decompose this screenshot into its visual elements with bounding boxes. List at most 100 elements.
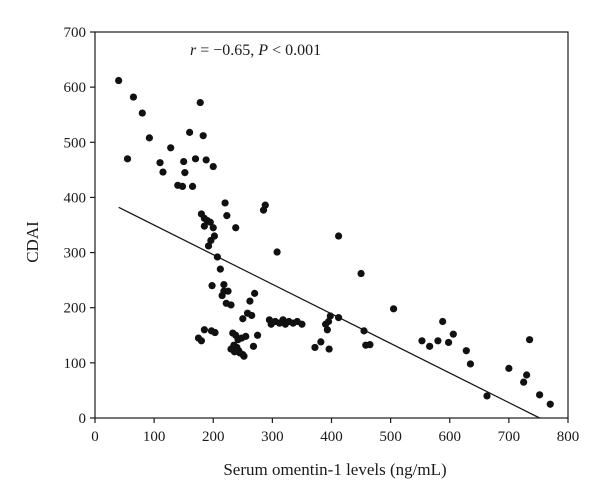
annotation-p: P [257, 42, 268, 59]
data-point [123, 155, 132, 163]
data-point [360, 327, 368, 335]
data-point [208, 282, 216, 290]
x-tick-label: 100 [143, 429, 166, 445]
y-tick-label: 600 [64, 80, 87, 96]
data-point [197, 337, 206, 345]
data-point [298, 320, 306, 328]
data-point [200, 326, 208, 334]
y-tick-label: 400 [64, 190, 87, 206]
y-tick-label: 0 [79, 411, 87, 427]
data-point [204, 242, 213, 250]
data-point [221, 199, 229, 207]
data-point [206, 218, 214, 226]
data-point [213, 253, 221, 261]
data-point [191, 155, 200, 163]
data-point [159, 168, 167, 176]
data-point [209, 224, 217, 232]
data-point [520, 378, 528, 386]
data-point [220, 280, 228, 289]
data-point [483, 392, 491, 400]
data-point [317, 338, 325, 346]
data-point [242, 332, 250, 340]
data-point [523, 371, 531, 379]
y-tick-label: 300 [64, 246, 87, 262]
data-point [418, 337, 426, 345]
data-point [389, 305, 398, 313]
data-point [227, 301, 235, 309]
data-point [334, 232, 343, 240]
x-tick-label: 300 [261, 429, 284, 445]
data-point [224, 287, 232, 295]
data-point [357, 269, 365, 278]
data-point [525, 336, 534, 344]
x-axis: 0 100 200 300 400 500 600 700 800 [91, 418, 579, 445]
data-point [311, 343, 319, 352]
plot-frame [94, 31, 569, 419]
data-point [129, 93, 138, 101]
y-tick-label: 500 [64, 135, 87, 151]
data-point [156, 159, 164, 167]
data-point [180, 157, 188, 166]
data-point [200, 222, 208, 230]
x-tick-label: 800 [557, 429, 580, 445]
data-point [259, 206, 268, 214]
data-point [227, 345, 235, 353]
data-point [324, 317, 333, 326]
data-point [181, 169, 189, 177]
x-axis-title: Serum omentin-1 levels (ng/mL) [223, 460, 446, 479]
data-point [546, 400, 554, 408]
data-point [334, 314, 343, 322]
annotation-p-value: < 0.001 [268, 42, 321, 59]
data-point [232, 224, 240, 232]
data-point [240, 352, 248, 360]
data-point [466, 360, 475, 368]
data-point [223, 212, 231, 220]
x-tick-label: 400 [320, 429, 343, 445]
data-point [211, 328, 219, 337]
data-point [434, 337, 442, 345]
data-point [439, 317, 447, 326]
x-tick-label: 0 [91, 429, 99, 445]
data-point [536, 391, 544, 399]
data-point [366, 341, 374, 349]
y-tick-label: 700 [64, 25, 87, 41]
data-point [202, 156, 210, 164]
x-tick-label: 500 [379, 429, 402, 445]
data-point [138, 109, 146, 117]
data-point [273, 248, 281, 256]
data-point [239, 315, 247, 323]
data-point [248, 311, 256, 320]
data-point [145, 134, 153, 142]
data-point [426, 342, 434, 350]
x-tick-label: 200 [202, 429, 225, 445]
data-point [196, 98, 204, 107]
y-tick-label: 200 [64, 301, 87, 317]
data-point [323, 326, 331, 334]
data-point [505, 364, 513, 372]
y-axis: 0 100 200 300 400 500 600 700 [64, 25, 95, 427]
data-point [325, 345, 333, 353]
data-point [209, 162, 217, 171]
y-axis-title: CDAI [23, 221, 42, 263]
x-tick-label: 600 [439, 429, 462, 445]
annotation-r-value: = −0.65, [196, 42, 258, 59]
data-point [462, 347, 470, 355]
data-point [186, 128, 194, 136]
data-point [253, 331, 262, 339]
data-point [326, 312, 334, 320]
data-point [178, 182, 187, 190]
data-point [199, 132, 207, 140]
annotation-r: r [190, 42, 197, 59]
data-point [115, 76, 123, 85]
data-point [246, 297, 254, 305]
data-point [188, 182, 197, 190]
data-point [444, 338, 453, 347]
correlation-annotation: r = −0.65, P < 0.001 [190, 42, 321, 59]
data-point [449, 330, 457, 338]
x-tick-label: 700 [498, 429, 521, 445]
data-point [218, 291, 226, 300]
y-tick-label: 100 [64, 356, 87, 372]
data-point [249, 342, 258, 350]
data-point [167, 144, 175, 152]
